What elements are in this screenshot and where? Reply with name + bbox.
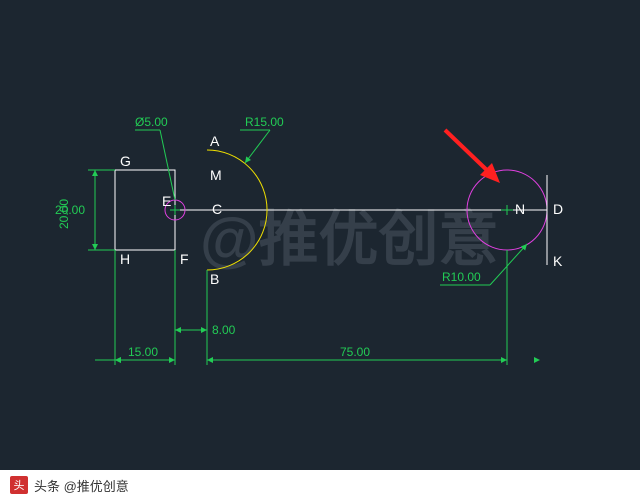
dim-h15: 15.00 xyxy=(95,250,175,365)
svg-text:R10.00: R10.00 xyxy=(442,270,481,284)
label-d: D xyxy=(553,201,563,217)
dim-v20: 20.00 20.00 xyxy=(55,170,115,250)
label-c: C xyxy=(212,201,222,217)
cad-canvas: @推优创意 G H E A B C M F N D K 20.00 20.00 xyxy=(0,0,640,470)
rect-gh xyxy=(115,170,175,250)
svg-text:8.00: 8.00 xyxy=(212,323,236,337)
dim-r15: R15.00 xyxy=(240,115,284,163)
footer-logo-icon: 头 xyxy=(10,476,28,494)
footer-text: 头条 @推优创意 xyxy=(34,476,129,495)
svg-text:75.00: 75.00 xyxy=(340,345,370,359)
label-e: E xyxy=(162,193,171,209)
label-n: N xyxy=(515,201,525,217)
label-k: K xyxy=(553,253,563,269)
footer-bar: 头 头条 @推优创意 xyxy=(0,470,640,500)
svg-text:Ø5.00: Ø5.00 xyxy=(135,115,168,129)
label-b: B xyxy=(210,271,219,287)
label-g: G xyxy=(120,153,131,169)
red-arrow xyxy=(445,130,500,183)
svg-text:20.00: 20.00 xyxy=(55,203,85,217)
watermark: @推优创意 xyxy=(200,206,499,273)
svg-text:R15.00: R15.00 xyxy=(245,115,284,129)
label-a: A xyxy=(210,133,220,149)
dim-dia5: Ø5.00 xyxy=(135,115,175,200)
label-f: F xyxy=(180,251,189,267)
label-m: M xyxy=(210,167,222,183)
label-h: H xyxy=(120,251,130,267)
svg-text:15.00: 15.00 xyxy=(128,345,158,359)
